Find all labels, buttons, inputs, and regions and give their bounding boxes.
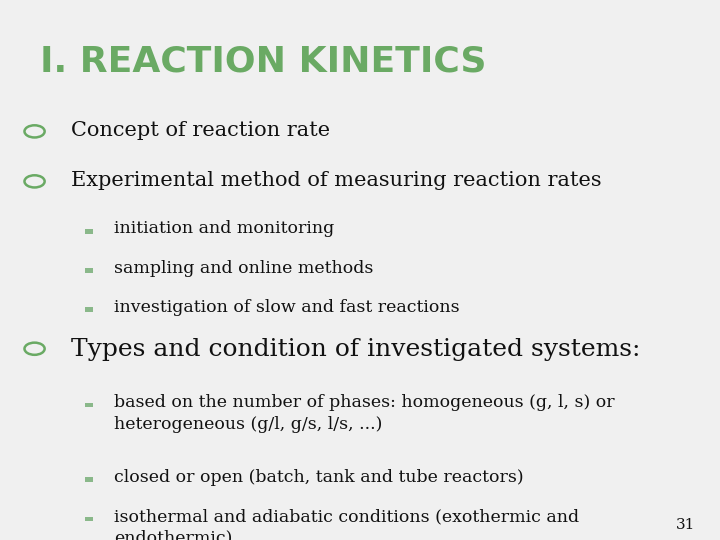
FancyBboxPatch shape xyxy=(85,268,93,273)
FancyBboxPatch shape xyxy=(85,403,93,407)
FancyBboxPatch shape xyxy=(85,477,93,482)
Text: investigation of slow and fast reactions: investigation of slow and fast reactions xyxy=(114,299,459,316)
FancyBboxPatch shape xyxy=(85,307,93,312)
Text: Types and condition of investigated systems:: Types and condition of investigated syst… xyxy=(71,338,640,361)
Text: based on the number of phases: homogeneous (g, l, s) or
heterogeneous (g/l, g/s,: based on the number of phases: homogeneo… xyxy=(114,394,614,433)
Text: initiation and monitoring: initiation and monitoring xyxy=(114,220,334,238)
Text: Experimental method of measuring reaction rates: Experimental method of measuring reactio… xyxy=(71,171,601,190)
Text: Concept of reaction rate: Concept of reaction rate xyxy=(71,120,330,139)
Text: 31: 31 xyxy=(675,518,695,532)
FancyBboxPatch shape xyxy=(85,517,93,521)
Text: isothermal and adiabatic conditions (exothermic and
endothermic): isothermal and adiabatic conditions (exo… xyxy=(114,508,579,540)
FancyBboxPatch shape xyxy=(85,229,93,233)
Text: I. REACTION KINETICS: I. REACTION KINETICS xyxy=(40,44,486,78)
Text: closed or open (batch, tank and tube reactors): closed or open (batch, tank and tube rea… xyxy=(114,469,523,486)
Text: sampling and online methods: sampling and online methods xyxy=(114,260,373,276)
